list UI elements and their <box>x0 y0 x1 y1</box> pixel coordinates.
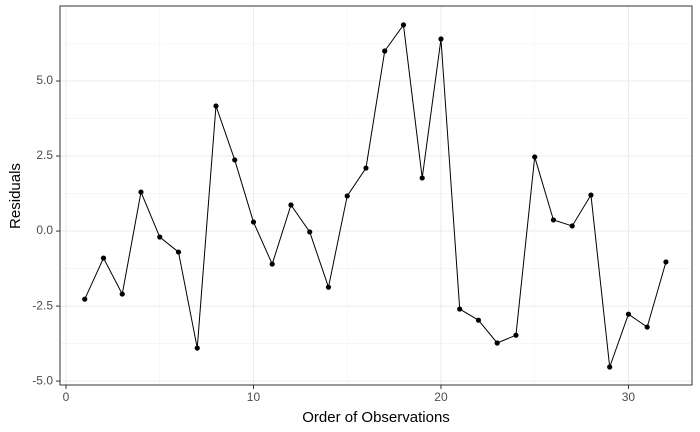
data-point <box>625 311 632 317</box>
data-point <box>232 157 238 163</box>
data-point <box>494 340 500 346</box>
data-point <box>644 324 650 330</box>
panel-border <box>59 5 693 386</box>
data-point <box>382 48 388 54</box>
data-point <box>82 296 88 302</box>
data-point <box>269 261 275 267</box>
data-point <box>363 165 369 171</box>
data-point <box>569 223 575 229</box>
x-tick-label: 0 <box>63 390 70 404</box>
series-line <box>84 23 667 368</box>
y-axis-title: Residuals <box>7 163 24 229</box>
data-point <box>344 193 350 199</box>
data-point <box>588 192 594 198</box>
y-tick-label: -2.5 <box>32 298 53 312</box>
data-point <box>307 229 313 235</box>
y-tick-label: 0.0 <box>36 223 53 237</box>
data-point <box>457 306 463 312</box>
data-point <box>532 154 538 160</box>
data-point <box>175 249 182 255</box>
x-tick-label: 10 <box>247 390 261 404</box>
y-tick-label: -5.0 <box>32 373 53 387</box>
data-point <box>138 189 144 195</box>
data-point <box>288 202 294 208</box>
data-point <box>119 291 125 297</box>
x-tick-label: 30 <box>622 390 636 404</box>
data-point <box>607 364 613 370</box>
y-tick-label: 5.0 <box>36 73 53 87</box>
data-point <box>438 36 444 42</box>
data-point <box>325 284 332 290</box>
data-point <box>250 219 257 225</box>
data-point <box>213 103 219 109</box>
y-tick-label: 2.5 <box>36 148 53 162</box>
data-point <box>194 345 200 351</box>
data-point <box>157 234 163 240</box>
x-tick-label: 20 <box>434 390 448 404</box>
x-axis-title: Order of Observations <box>302 409 450 426</box>
data-point <box>475 317 482 323</box>
data-point <box>550 217 557 223</box>
data-point <box>400 22 407 28</box>
data-point <box>663 259 669 265</box>
data-point <box>100 255 107 261</box>
data-point <box>513 332 519 338</box>
data-point <box>419 175 425 181</box>
